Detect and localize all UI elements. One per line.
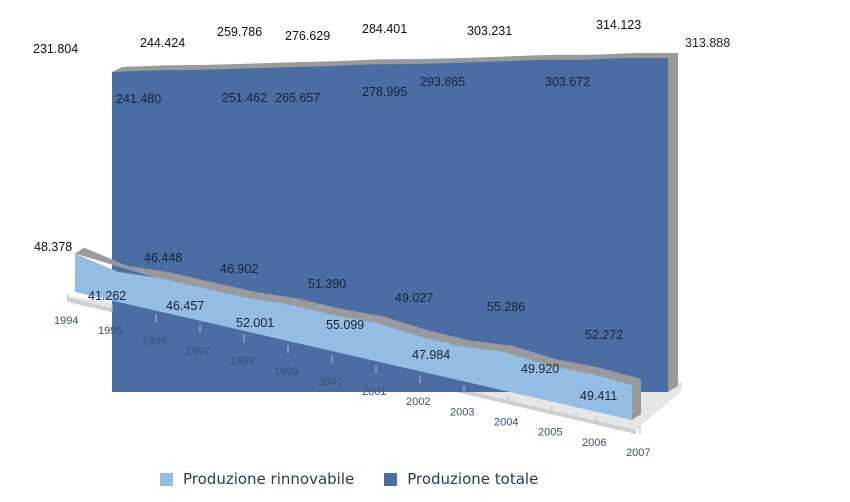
data-label-rinnovabile: 46.448: [144, 251, 182, 265]
data-label-rinnovabile: 46.457: [166, 299, 204, 313]
data-label-rinnovabile: 55.286: [487, 300, 525, 314]
data-label-rinnovabile: 51.390: [308, 277, 346, 291]
area-produzione-rinnovabile: [75, 253, 632, 420]
data-label-rinnovabile: 41.262: [88, 289, 126, 303]
x-tick-label: 2006: [582, 437, 606, 449]
x-tick-label: 1996: [142, 335, 166, 347]
data-label-totale: 251.462: [222, 91, 267, 105]
x-tick-label: 1999: [274, 366, 298, 378]
legend-item-rinnovabile: Produzione rinnovabile: [160, 470, 354, 488]
data-label-totale: 241.480: [116, 92, 161, 106]
x-tick-label: 2007: [626, 447, 650, 459]
data-label-totale: 303.672: [545, 75, 590, 89]
x-tick-label: 1997: [186, 345, 210, 357]
data-label-totale: 303.231: [467, 24, 512, 38]
data-label-rinnovabile: 49.027: [395, 291, 433, 305]
x-tick-label: 2005: [538, 427, 562, 439]
x-tick-label: 1995: [98, 325, 122, 337]
x-axis: 1994 1995 1996 1997 1998 1999 2000 2001 2002 2003…: [54, 294, 650, 459]
legend: Produzione rinnovabile Produzione totale: [160, 470, 538, 488]
legend-swatch-totale: [384, 472, 398, 486]
data-label-totale: 278.995: [362, 85, 407, 99]
data-label-totale: 314.123: [596, 18, 641, 32]
data-label-rinnovabile: 52.001: [236, 316, 274, 330]
x-tick-label: 1998: [230, 356, 254, 368]
legend-label: Produzione rinnovabile: [183, 470, 355, 488]
legend-item-totale: Produzione totale: [384, 470, 538, 488]
data-label-rinnovabile: 48.378: [34, 240, 72, 254]
legend-label: Produzione totale: [407, 470, 539, 488]
data-label-totale: 313.888: [685, 36, 730, 50]
data-label-totale: 244.424: [140, 36, 185, 50]
data-label-totale: 284.401: [362, 22, 407, 36]
data-label-rinnovabile: 46.902: [220, 262, 258, 276]
x-tick-label: 2000: [318, 376, 342, 388]
x-tick-label: 2001: [362, 386, 386, 398]
data-label-rinnovabile: 52.272: [585, 328, 623, 342]
x-tick-label: 2002: [406, 396, 430, 408]
data-label-rinnovabile: 47.984: [412, 348, 450, 362]
data-label-totale: 265.657: [275, 91, 320, 105]
data-label-totale: 231.804: [33, 42, 78, 56]
data-label-rinnovabile: 49.920: [521, 362, 559, 376]
x-tick-label: 1994: [54, 315, 78, 327]
x-tick-label: 2003: [450, 406, 474, 418]
data-label-totale: 293.865: [420, 75, 465, 89]
legend-swatch-rinnovabile: [160, 472, 173, 486]
data-labels: 231.804 241.480 244.424 251.462 259.786 265.6…: [33, 18, 730, 403]
data-label-totale: 259.786: [217, 25, 262, 39]
data-label-rinnovabile: 49.411: [580, 389, 617, 403]
data-label-rinnovabile: 55.099: [326, 318, 364, 332]
x-tick-label: 2004: [494, 417, 518, 429]
series-produzione-rinnovabile: [75, 247, 641, 420]
data-label-totale: 276.629: [285, 29, 330, 43]
